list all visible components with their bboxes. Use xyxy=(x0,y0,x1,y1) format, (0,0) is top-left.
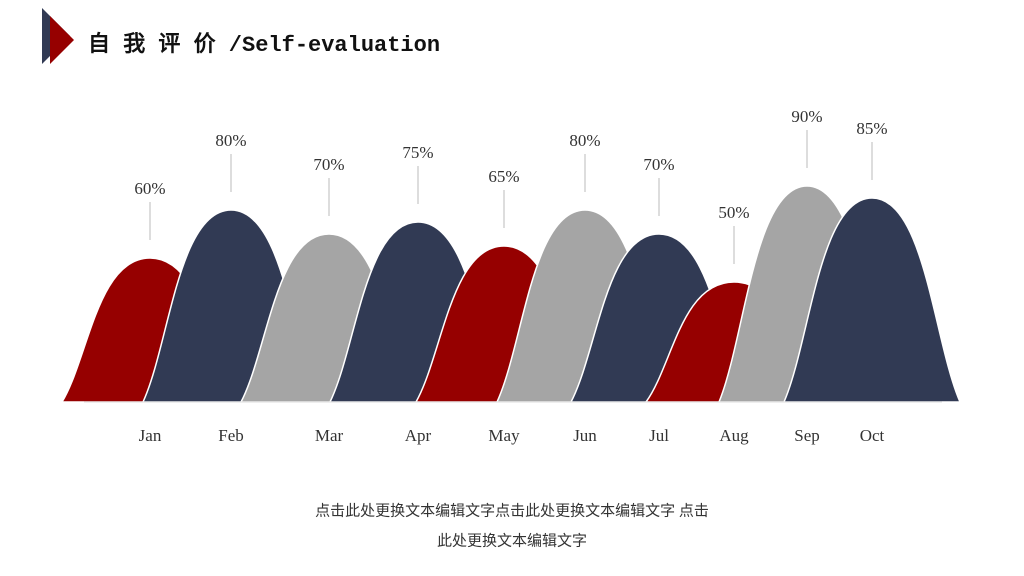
value-label: 70% xyxy=(313,155,344,174)
value-label: 85% xyxy=(856,119,887,138)
value-label: 80% xyxy=(569,131,600,150)
value-label: 60% xyxy=(134,179,165,198)
bell xyxy=(782,197,962,403)
x-tick-label: Feb xyxy=(218,426,244,445)
header-icon-front xyxy=(50,16,74,64)
x-tick-label: Mar xyxy=(315,426,344,445)
value-label: 75% xyxy=(402,143,433,162)
chart: 60% Jan 80% Feb 70% Mar 75% Apr 65% May 80% Jun 70% J… xyxy=(60,107,962,445)
title: 自 我 评 价 /Self-evaluation xyxy=(88,31,440,58)
x-tick-label: Sep xyxy=(794,426,820,445)
x-tick-label: Aug xyxy=(719,426,749,445)
x-tick-label: Jul xyxy=(649,426,669,445)
value-label: 65% xyxy=(488,167,519,186)
footer-line: 此处更换文本编辑文字 xyxy=(437,532,587,549)
value-label: 50% xyxy=(718,203,749,222)
footer-line: 点击此处更换文本编辑文字点击此处更换文本编辑文字 点击 xyxy=(315,502,709,519)
x-tick-label: May xyxy=(488,426,520,445)
x-tick-label: Apr xyxy=(405,426,432,445)
x-tick-label: Jun xyxy=(573,426,597,445)
value-label: 70% xyxy=(643,155,674,174)
x-tick-label: Jan xyxy=(139,426,162,445)
value-label: 90% xyxy=(791,107,822,126)
x-tick-label: Oct xyxy=(860,426,885,445)
value-label: 80% xyxy=(215,131,246,150)
